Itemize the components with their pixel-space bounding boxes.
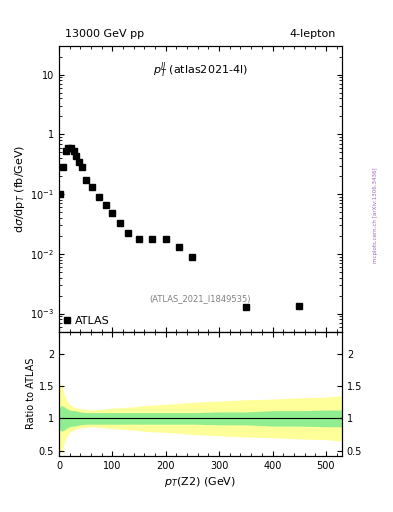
ATLAS [126,230,131,237]
Legend: ATLAS: ATLAS [64,316,109,326]
Text: $p_T^{ll}$ (atlas2021-4l): $p_T^{ll}$ (atlas2021-4l) [153,60,248,80]
ATLAS [118,220,123,226]
ATLAS [243,304,248,310]
ATLAS [66,144,71,151]
ATLAS [177,244,182,250]
ATLAS [97,194,101,200]
ATLAS [61,164,65,170]
Y-axis label: d$\sigma$/dp$_T$ (fb/GeV): d$\sigma$/dp$_T$ (fb/GeV) [13,145,28,233]
X-axis label: $p_T$(Z2) (GeV): $p_T$(Z2) (GeV) [164,475,237,489]
Text: (ATLAS_2021_I1849535): (ATLAS_2021_I1849535) [150,294,251,303]
ATLAS [90,184,95,190]
Text: 4-lepton: 4-lepton [290,29,336,39]
ATLAS [137,236,141,242]
ATLAS [150,236,155,242]
ATLAS [83,177,88,183]
Text: mcplots.cern.ch [arXiv:1306.3436]: mcplots.cern.ch [arXiv:1306.3436] [373,167,378,263]
ATLAS [163,236,168,242]
ATLAS [77,159,81,165]
ATLAS [58,191,62,197]
Line: ATLAS: ATLAS [57,145,302,310]
Text: 13000 GeV pp: 13000 GeV pp [64,29,144,39]
ATLAS [79,164,84,170]
ATLAS [297,303,301,309]
ATLAS [69,145,73,152]
ATLAS [71,148,76,155]
ATLAS [190,253,195,260]
ATLAS [110,210,115,216]
ATLAS [103,202,108,208]
ATLAS [74,153,79,159]
Y-axis label: Ratio to ATLAS: Ratio to ATLAS [26,358,36,429]
ATLAS [63,148,68,155]
